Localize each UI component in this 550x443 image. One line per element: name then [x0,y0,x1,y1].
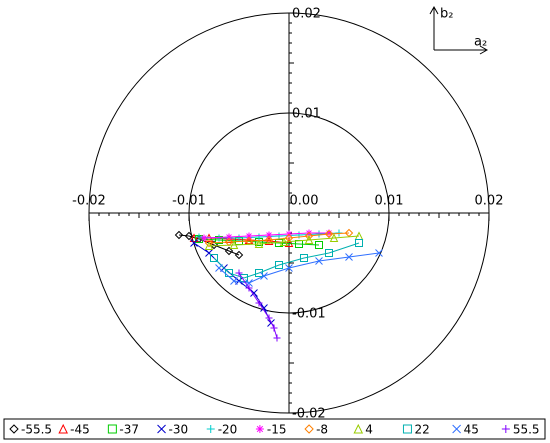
indicator-arrow [479,45,489,55]
legend-marker [452,424,461,434]
legend-label: -30 [169,423,189,437]
legend-label: 22 [414,423,429,437]
legend-marker [9,424,19,434]
x-tick-label: -0.01 [172,194,206,209]
x-tick-label: 0.02 [475,194,504,209]
legend-marker [501,425,510,433]
x-tick-label: 0.01 [375,194,404,209]
data-point [325,249,333,257]
data-point [174,230,184,240]
data-point [254,239,264,248]
data-point [275,261,283,269]
data-point [245,284,253,292]
legend-marker [206,425,215,433]
data-point [300,254,308,262]
y-tick-label: 0.02 [292,7,321,22]
data-point [195,235,203,243]
data-point [204,241,214,250]
data-point [215,234,223,242]
data-point [204,238,214,248]
indicator-arrow [429,5,439,15]
y-axis-label: b₂ [440,7,453,22]
data-point [205,249,213,257]
y-tick-label: -0.01 [292,307,326,322]
legend-label: -37 [119,423,139,437]
legend-marker [353,423,364,434]
legend-marker [304,424,314,434]
data-point [315,257,323,265]
data-point [275,239,283,247]
legend-label: -45 [70,423,90,437]
data-point [345,253,353,261]
data-point [304,235,314,244]
data-point [260,304,268,312]
data-point [184,231,194,241]
legend-marker [58,423,68,434]
y-tick-label: -0.02 [292,407,326,422]
data-point [230,277,238,285]
legend-label: 45 [464,423,479,437]
legend-marker [157,424,166,434]
data-point [264,236,274,245]
y-tick-label: 0.01 [292,107,321,122]
data-point [285,264,293,272]
legend-label: -20 [218,423,238,437]
data-point [210,254,218,262]
data-point [273,334,281,342]
data-point [265,231,273,239]
data-point [325,229,333,237]
data-point [270,324,278,332]
legend-label: -55.5 [21,423,52,437]
data-point [235,269,243,277]
data-point [315,230,323,238]
data-point [190,239,198,247]
data-point [224,246,234,256]
data-point [329,233,339,242]
data-point [375,249,383,257]
series-line [213,242,360,279]
data-point [275,232,283,240]
legend-entries: -55.5 -45 -37 -30 -20 -15 -8 4 22 45 55.5 [9,423,540,437]
data-point [225,233,233,241]
data-point [229,240,239,249]
legend-label: -15 [267,423,287,437]
legend-marker [107,424,117,434]
data-point [235,234,243,242]
data-point [355,239,363,247]
data-point [244,235,254,244]
data-point [200,234,208,242]
data-point [265,314,273,322]
legend-label: 55.5 [513,423,540,437]
data-point [245,232,253,240]
data-point [255,299,263,307]
data-point [324,229,334,239]
axis-indicator [429,5,489,55]
data-point [215,236,223,244]
legend-marker [402,424,412,434]
data-point [234,250,244,260]
x-axis-label: a₂ [474,35,487,50]
data-point [255,233,263,241]
x-tick-label: -0.02 [72,194,106,209]
legend-marker [255,425,264,433]
legend [3,418,546,440]
data-point [279,237,289,246]
series-line [218,252,380,284]
data-point [215,264,223,272]
data-point [260,272,268,280]
legend-label: -8 [316,423,328,437]
series-line [208,235,360,247]
data-point [195,233,203,241]
x-tick-label: 0.00 [290,194,319,209]
legend-label: 4 [365,423,373,437]
data-point [250,289,258,297]
data-point [315,241,323,249]
data-point [255,238,263,246]
